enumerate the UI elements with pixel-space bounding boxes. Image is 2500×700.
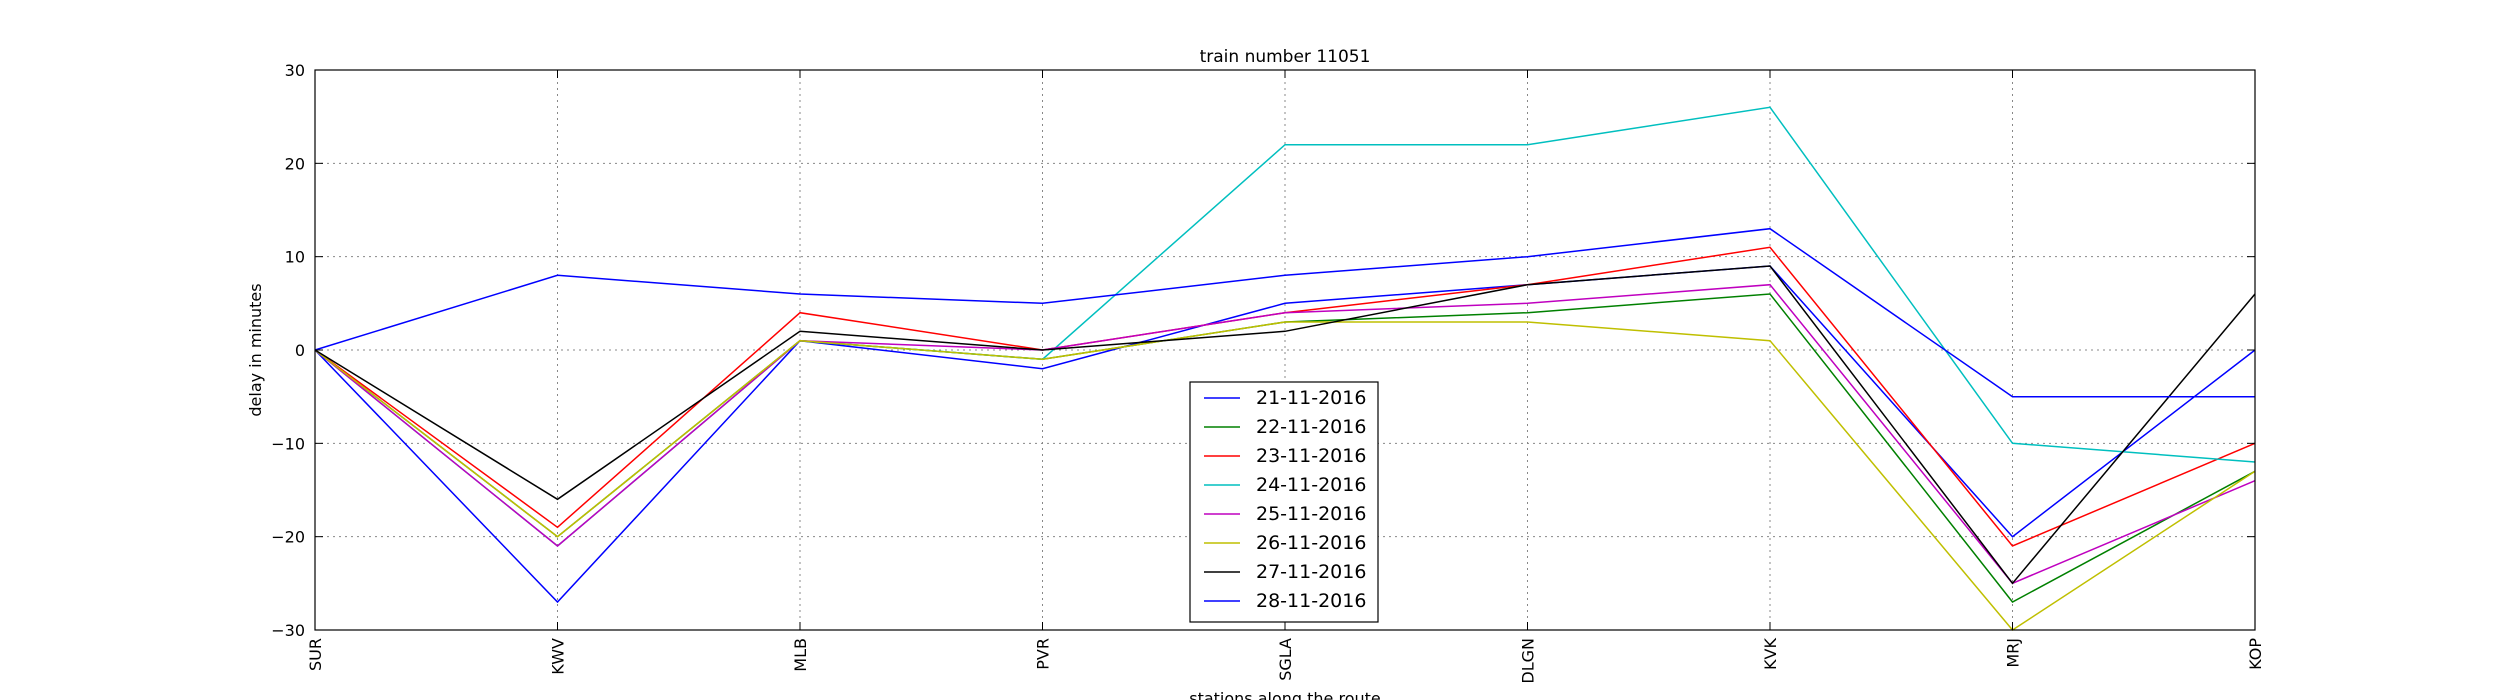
- y-axis-ticks: 30 20 10 0 −10 −20 −30: [271, 61, 2255, 640]
- x-axis-label: stations along the route: [1189, 689, 1381, 700]
- y-tick-label: 0: [295, 341, 305, 360]
- legend-label: 23-11-2016: [1256, 445, 1366, 467]
- series-line-26-11-2016: [314, 321, 2256, 631]
- x-tick-label: MRJ: [2004, 638, 2023, 668]
- legend-label: 26-11-2016: [1256, 532, 1366, 554]
- series-line-27-11-2016: [314, 265, 2256, 585]
- y-tick-label: −10: [271, 434, 305, 453]
- x-tick-label: SUR: [306, 638, 325, 671]
- y-tick-label: −30: [271, 621, 305, 640]
- legend-label: 25-11-2016: [1256, 503, 1366, 525]
- legend-label: 21-11-2016: [1256, 387, 1366, 409]
- chart-title: train number 11051: [1200, 47, 1371, 67]
- y-axis-label: delay in minutes: [246, 283, 265, 416]
- series-line-28-11-2016: [314, 227, 2255, 398]
- x-tick-label: KOP: [2246, 638, 2265, 670]
- x-tick-label: KWV: [549, 638, 568, 675]
- x-tick-label: PVR: [1034, 638, 1053, 670]
- legend: 21-11-2016 22-11-2016 23-11-2016 24-11-2016…: [1189, 381, 1379, 623]
- x-tick-label: KVK: [1761, 638, 1780, 670]
- y-tick-label: −20: [271, 528, 305, 547]
- y-tick-label: 10: [285, 248, 305, 267]
- legend-box: [1189, 381, 1379, 623]
- y-tick-label: 20: [285, 154, 305, 173]
- legend-label: 28-11-2016: [1256, 590, 1366, 612]
- y-tick-label: 30: [285, 61, 305, 80]
- x-tick-label: SGLA: [1276, 638, 1295, 681]
- x-axis-ticks: SUR KWV MLB PVR SGLA DLGN KVK MRJ KOP: [306, 70, 2265, 684]
- legend-label: 24-11-2016: [1256, 474, 1366, 496]
- x-tick-label: DLGN: [1519, 638, 1538, 684]
- legend-label: 27-11-2016: [1256, 561, 1366, 583]
- series-line-25-11-2016: [314, 283, 2256, 585]
- legend-label: 22-11-2016: [1256, 416, 1366, 438]
- series-lines: [314, 106, 2256, 631]
- x-tick-label: MLB: [791, 638, 810, 672]
